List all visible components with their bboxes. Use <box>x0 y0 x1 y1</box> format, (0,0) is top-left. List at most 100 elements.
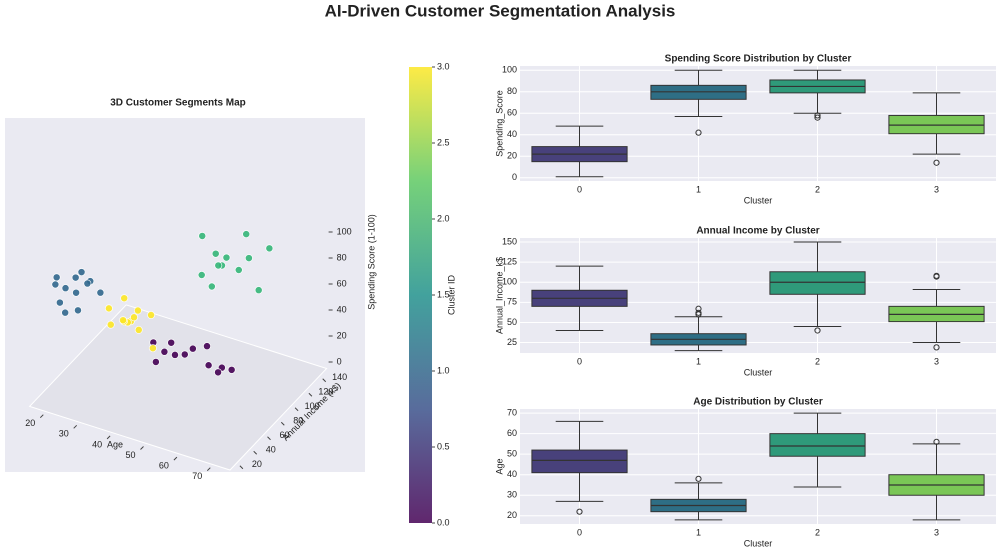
point <box>167 338 176 347</box>
z-tick-label: 20 <box>337 330 347 340</box>
x-tick <box>106 435 111 440</box>
x-tick-label: 3 <box>934 527 939 537</box>
y-tick-label: 140 <box>332 372 347 382</box>
point <box>214 368 223 377</box>
point <box>222 253 231 262</box>
colorbar-tick-label: 1.5 <box>437 289 450 299</box>
point <box>55 298 64 307</box>
y-axis-label: Annual_Income_k$ <box>494 257 504 334</box>
point <box>104 304 113 313</box>
x-tick-label: 70 <box>192 471 202 481</box>
chart-title: Annual Income by Cluster <box>696 226 819 237</box>
z-tick-label: 40 <box>337 304 347 314</box>
y-tick-label: 120 <box>318 387 333 397</box>
point <box>72 288 81 297</box>
point <box>214 261 223 270</box>
point <box>242 230 251 239</box>
x-tick-label: 1 <box>696 356 701 366</box>
point <box>265 244 274 253</box>
y-tick-label: 50 <box>507 317 517 327</box>
outlier <box>814 112 821 119</box>
point <box>160 347 169 356</box>
y-tick <box>253 450 258 455</box>
y-tick-label: 40 <box>507 129 517 139</box>
x-axis-label: Age <box>107 439 123 449</box>
y-tick-label: 100 <box>502 65 517 75</box>
y-tick-label: 20 <box>507 151 517 161</box>
point <box>77 268 86 277</box>
point <box>83 279 92 288</box>
point <box>203 342 211 351</box>
point <box>151 358 160 366</box>
outlier <box>695 309 702 316</box>
point <box>171 350 179 359</box>
y-tick-label: 70 <box>507 407 517 417</box>
point <box>134 325 143 334</box>
y-tick-label: 60 <box>279 430 289 440</box>
floor-pane <box>28 304 328 471</box>
y-tick-label: 60 <box>507 428 517 438</box>
colorbar-label: Cluster ID <box>446 274 456 315</box>
point <box>119 316 128 325</box>
outlier <box>933 344 940 351</box>
y-tick-label: 20 <box>507 510 517 520</box>
point <box>71 273 80 282</box>
chart-title: Spending Score Distribution by Cluster <box>665 54 852 65</box>
point <box>148 344 157 353</box>
point <box>120 294 129 303</box>
x-tick-label: 40 <box>92 439 102 449</box>
colorbar-tick-label: 1.0 <box>437 365 450 375</box>
point <box>180 350 189 359</box>
x-tick-label: 1 <box>696 184 701 194</box>
x-tick-label: 3 <box>934 356 939 366</box>
x-tick <box>140 446 144 450</box>
y-tick-label: 75 <box>507 297 517 307</box>
z-tick-label: 100 <box>337 226 352 236</box>
page-title: AI-Driven Customer Segmentation Analysis <box>325 1 676 20</box>
x-tick-label: 2 <box>815 184 820 194</box>
x-tick-label: 0 <box>577 184 582 194</box>
point <box>52 273 61 282</box>
y-axis-label: Spending_Score <box>494 90 504 157</box>
point <box>204 361 213 370</box>
point <box>147 311 155 319</box>
z-tick-label: 60 <box>337 278 347 288</box>
point <box>133 306 142 315</box>
chart-title: Age Distribution by Cluster <box>693 397 823 408</box>
z-tick-label: 80 <box>337 252 347 262</box>
point <box>254 286 263 295</box>
y-tick-label: 50 <box>507 449 517 459</box>
y-axis-label: Age <box>494 458 504 474</box>
point <box>130 313 138 322</box>
outlier <box>933 159 940 166</box>
outlier <box>933 272 940 279</box>
point <box>211 249 220 258</box>
y-tick <box>280 421 285 426</box>
x-axis-label: Cluster <box>744 538 773 548</box>
outlier <box>695 305 702 312</box>
colorbar <box>409 67 432 523</box>
y-tick-label: 150 <box>502 236 517 246</box>
x-tick <box>173 456 178 461</box>
colorbar-tick-label: 0.5 <box>437 441 450 451</box>
y-tick-label: 0 <box>512 172 517 182</box>
z-axis-label: Spending Score (1-100) <box>366 214 376 310</box>
point <box>197 271 206 279</box>
point <box>106 320 115 329</box>
outlier <box>814 327 821 334</box>
y-tick-label: 100 <box>502 277 517 287</box>
point <box>61 308 70 317</box>
y-tick-label: 25 <box>507 337 517 347</box>
x-tick-label: 50 <box>125 450 135 460</box>
box <box>769 433 866 457</box>
y-tick-label: 80 <box>507 86 517 96</box>
y-tick-label: 30 <box>507 490 517 500</box>
point <box>207 282 216 291</box>
y-tick-label: 80 <box>293 416 303 426</box>
y-tick-label: 60 <box>507 108 517 118</box>
x-tick-label: 30 <box>59 429 69 439</box>
x-tick-label: 0 <box>577 356 582 366</box>
x-tick <box>39 414 44 419</box>
outlier <box>576 508 583 515</box>
x-tick-label: 2 <box>815 527 820 537</box>
